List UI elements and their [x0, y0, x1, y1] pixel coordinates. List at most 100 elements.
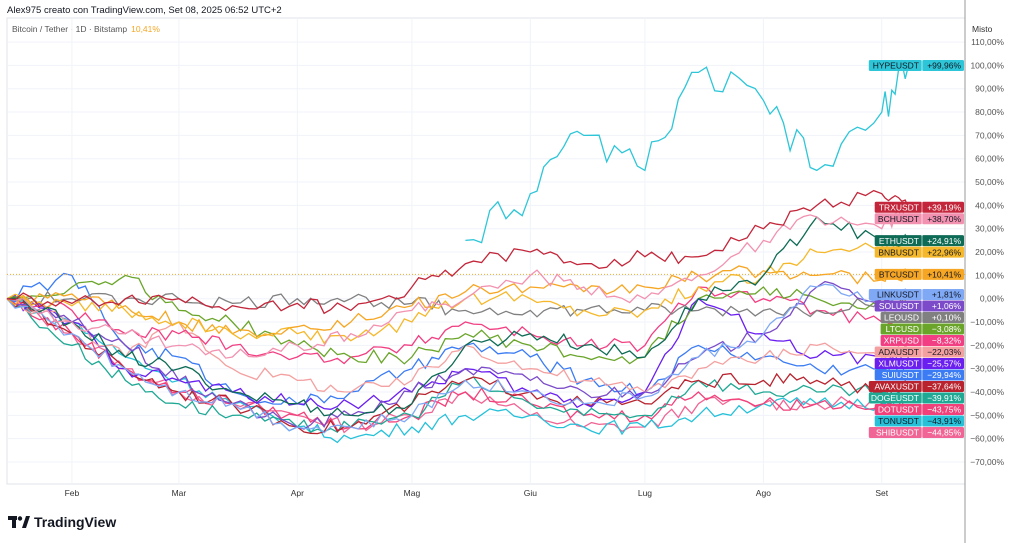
- plot-area: [6, 17, 966, 485]
- series-name-tag: LTCUSD: [886, 324, 919, 334]
- series-name-tag-bg: [874, 268, 922, 280]
- series-name-tag: TRXUSDT: [879, 202, 919, 212]
- y-tick-label: −10,00%: [970, 317, 1004, 327]
- logo-text: TradingView: [34, 514, 117, 530]
- series-value-tag: −22,03%: [927, 347, 961, 357]
- y-tick-label: 110,00%: [971, 37, 1004, 47]
- series-name-tag-bg: [874, 235, 922, 247]
- series-name-tag: ETHUSDT: [879, 236, 919, 246]
- series-name-tag: XRPUSD: [884, 336, 919, 346]
- series-name-tag-bg: [868, 288, 922, 300]
- series-value-tag-bg: [922, 323, 964, 335]
- series-value-tag: −29,94%: [927, 370, 961, 380]
- series-line-bchusdt: [6, 204, 909, 359]
- series-value-tag-bg: [922, 311, 964, 323]
- y-tick-label: 10,00%: [975, 270, 1004, 280]
- series-value-tag-bg: [922, 235, 964, 247]
- series-name-tag-bg: [874, 415, 922, 427]
- y-tick-label: −40,00%: [970, 387, 1004, 397]
- series-name-tag-bg: [868, 381, 922, 393]
- series-value-tag-bg: [922, 392, 964, 404]
- series-line-xrpusd: [6, 286, 910, 365]
- series-value-tag: +24,91%: [927, 236, 961, 246]
- y-tick-label: −20,00%: [970, 340, 1004, 350]
- y-tick-label: 30,00%: [975, 224, 1004, 234]
- series-value-tag: −43,91%: [927, 416, 961, 426]
- series-value-tag: −39,91%: [927, 393, 961, 403]
- y-tick-label: 90,00%: [975, 84, 1004, 94]
- series-name-tag: BCHUSDT: [878, 214, 919, 224]
- series-name-tag-bg: [868, 392, 922, 404]
- series-name-tag-bg: [868, 59, 922, 71]
- series-value-tag: −25,57%: [927, 359, 961, 369]
- tradingview-logo: TradingView: [8, 514, 116, 530]
- series-value-tag: −37,64%: [927, 382, 961, 392]
- y-tick-label: −50,00%: [970, 410, 1004, 420]
- series-line-solusdt: [6, 280, 910, 430]
- series-name-tag: XLMUSDT: [878, 359, 919, 369]
- series-name-tag-bg: [880, 323, 922, 335]
- series-value-tag-bg: [922, 334, 964, 346]
- x-tick-label: Set: [875, 488, 888, 498]
- x-tick-label: Lug: [638, 488, 652, 498]
- series-name-tag-bg: [874, 246, 922, 258]
- y-tick-label: −70,00%: [970, 457, 1004, 467]
- x-tick-label: Giu: [524, 488, 538, 498]
- y-tick-label: 20,00%: [975, 247, 1004, 257]
- series-name-tag-bg: [874, 369, 922, 381]
- y-tick-label: −60,00%: [970, 434, 1004, 444]
- x-tick-label: Ago: [756, 488, 771, 498]
- series-value-tag-bg: [922, 357, 964, 369]
- series-value-tag-bg: [922, 201, 964, 213]
- series-line-linkusdt: [6, 283, 910, 434]
- axis-mode-label[interactable]: Misto: [972, 24, 993, 34]
- x-tick-label: Apr: [291, 488, 304, 498]
- series-line-dotusdt: [6, 298, 910, 431]
- series-value-tag-bg: [922, 404, 964, 416]
- y-tick-label: 0,00%: [980, 294, 1005, 304]
- x-tick-label: Mag: [404, 488, 421, 498]
- series-name-tag: DOTUSDT: [878, 405, 919, 415]
- series-value-tag: +1,81%: [932, 290, 962, 300]
- series-value-tag-bg: [922, 427, 964, 439]
- symbol-legend[interactable]: Bitcoin / Tether · 1D · Bitstamp 10,41%: [12, 24, 160, 34]
- series-value-tag: +99,96%: [927, 61, 961, 71]
- y-tick-label: −30,00%: [970, 364, 1004, 374]
- series-value-tag-bg: [922, 288, 964, 300]
- series-value-tag-bg: [922, 268, 964, 280]
- series-name-tag: SHIBUSDT: [876, 428, 919, 438]
- x-tick-label: Mar: [172, 488, 187, 498]
- series-value-tag-bg: [922, 369, 964, 381]
- series-name-tag: BTCUSDT: [879, 270, 919, 280]
- series-value-tag: +0,10%: [932, 313, 962, 323]
- chart-header-title: Alex975 creato con TradingView.com, Set …: [7, 5, 282, 16]
- series-name-tag: LEOUSD: [884, 313, 919, 323]
- y-tick-label: 80,00%: [975, 107, 1004, 117]
- series-value-tag-bg: [922, 246, 964, 258]
- y-tick-label: 50,00%: [975, 177, 1004, 187]
- tradingview-logo-icon: [8, 516, 30, 528]
- series-line-btcusdt: [6, 265, 910, 337]
- series-name-tag: SOLUSDT: [879, 301, 919, 311]
- series-value-tag-bg: [922, 300, 964, 312]
- series-line-trxusdt: [6, 189, 910, 315]
- series-value-tag: −3,08%: [932, 324, 962, 334]
- series-name-tag-bg: [874, 346, 922, 358]
- series-value-tag: +10,41%: [927, 270, 961, 280]
- y-tick-label: 100,00%: [970, 60, 1004, 70]
- series-value-tag-bg: [922, 346, 964, 358]
- series-name-tag-bg: [874, 213, 922, 225]
- series-value-tag: −44,85%: [927, 428, 961, 438]
- series-value-tag: −8,32%: [932, 336, 962, 346]
- series-value-tag: −43,75%: [927, 405, 961, 415]
- series-name-tag: TONUSDT: [878, 416, 919, 426]
- series-line-ethusdt: [6, 216, 910, 417]
- series-name-tag-bg: [874, 404, 922, 416]
- series-value-tag: +38,70%: [927, 214, 961, 224]
- x-tick-label: Feb: [65, 488, 80, 498]
- y-tick-label: 70,00%: [975, 130, 1004, 140]
- series-name-tag: ADAUSDT: [878, 347, 919, 357]
- series-value-tag: +1,06%: [932, 301, 962, 311]
- series-name-tag-bg: [880, 334, 922, 346]
